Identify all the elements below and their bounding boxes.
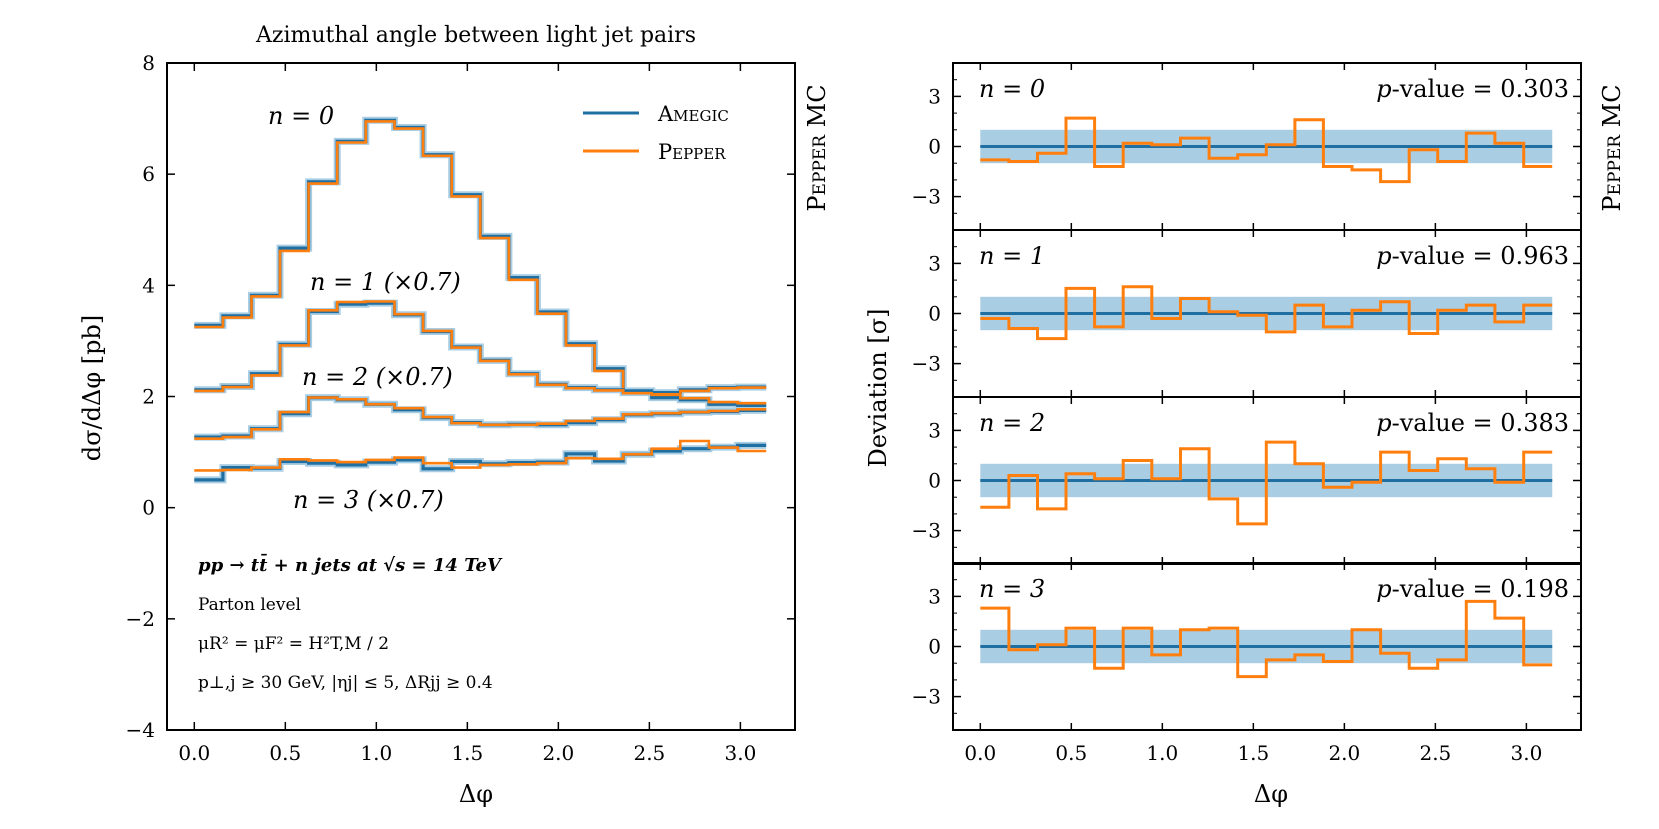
amegic-line-n-3-0-7- [194, 443, 767, 482]
main-axes-frame [166, 62, 796, 731]
deviation-x-axis-label: Δφ [1254, 780, 1288, 808]
pepper-line-n-3-0-7- [194, 439, 767, 472]
curve-label-n0: n = 0 [268, 102, 334, 130]
y-tick-label: 2 [142, 385, 155, 409]
y-tick-label: −2 [126, 607, 155, 631]
deviation-panel-2: −3 0 3 n = 2 p-value = 0.383 [912, 396, 1582, 565]
deviation-plot-area: −3 0 3 n = 0 p-value = 0.303 −3 0 3 n = 1 p-value… [912, 62, 1582, 765]
y-tick-label: 4 [142, 273, 155, 297]
pepper-mc-side-label-right: Pepper MC [1598, 84, 1626, 211]
dev-x-tick-label: 1.5 [1237, 741, 1269, 765]
dev-y-tick-label: 3 [928, 418, 941, 442]
dev-y-tick-label: 0 [928, 135, 941, 159]
legend-pepper-label: Pepper [658, 140, 726, 164]
dev-x-tick-label: 2.0 [1328, 741, 1360, 765]
deviation-y-axis-label: Deviation [σ] [864, 309, 892, 468]
dev-y-tick-label: −3 [912, 685, 941, 709]
p-value-label: p-value = 0.963 [1376, 242, 1569, 270]
level-annotation: Parton level [198, 595, 301, 615]
y-tick-label: 6 [142, 162, 155, 186]
pepper-line-n-2-0-7- [194, 396, 767, 440]
x-tick-label: 1.5 [451, 741, 483, 765]
panel-n-label: n = 3 [979, 575, 1045, 603]
dev-y-tick-label: −3 [912, 352, 941, 376]
x-tick-label: 2.0 [542, 741, 574, 765]
dev-x-tick-label: 1.0 [1146, 741, 1178, 765]
dev-y-tick-label: 3 [928, 584, 941, 608]
pepper-mc-side-label: Pepper MC [803, 84, 831, 211]
dev-y-tick-label: 3 [928, 84, 941, 108]
y-tick-label: 0 [142, 496, 155, 520]
legend: Amegic Pepper [583, 102, 729, 164]
deviation-line [980, 440, 1553, 526]
main-distribution-panel: Azimuthal angle between light jet pairs … [78, 23, 831, 808]
main-plot-area: 0.0 0.5 1.0 1.5 2.0 2.5 3.0 −4 −2 0 2 4 6 8 [126, 51, 796, 765]
dev-y-tick-label: 0 [928, 302, 941, 326]
pepper-line-n-1-0-7- [194, 300, 767, 405]
dev-y-tick-label: 0 [928, 469, 941, 493]
cuts-annotation: p⊥,j ≥ 30 GeV, |ηj| ≤ 5, ΔRjj ≥ 0.4 [198, 673, 493, 693]
scale-annotation: μR² = μF² = H²T,M / 2 [198, 634, 389, 654]
process-annotation: pp → tt̄ + n jets at √s = 14 TeV [198, 554, 503, 576]
y-tick-label: 8 [142, 51, 155, 75]
dev-x-tick-label: 0.0 [964, 741, 996, 765]
curve-label-n3: n = 3 (×0.7) [293, 486, 444, 514]
deviation-panel-1: −3 0 3 n = 1 p-value = 0.963 [912, 229, 1582, 398]
y-tick-label: −4 [126, 718, 155, 742]
x-tick-label: 0.0 [178, 741, 210, 765]
curve-label-n2: n = 2 (×0.7) [302, 363, 453, 391]
p-value-label: p-value = 0.198 [1376, 575, 1569, 603]
dev-x-tick-label: 2.5 [1419, 741, 1451, 765]
x-tick-label: 0.5 [269, 741, 301, 765]
panel-n-label: n = 2 [979, 409, 1045, 437]
dev-y-tick-label: 0 [928, 635, 941, 659]
dev-y-tick-label: −3 [912, 185, 941, 209]
y-axis-label: dσ/dΔφ [pb] [78, 315, 106, 461]
dev-x-tick-label: 3.0 [1510, 741, 1542, 765]
panel-n-label: n = 0 [979, 75, 1045, 103]
plot-title: Azimuthal angle between light jet pairs [255, 23, 696, 48]
panel-n-label: n = 1 [979, 242, 1045, 270]
legend-amegic-label: Amegic [657, 102, 729, 126]
p-value-label: p-value = 0.303 [1376, 75, 1569, 103]
dev-y-tick-label: −3 [912, 519, 941, 543]
x-tick-label: 2.5 [633, 741, 665, 765]
curve-label-n1: n = 1 (×0.7) [310, 268, 461, 296]
deviation-panels: −3 0 3 n = 0 p-value = 0.303 −3 0 3 n = 1 p-value… [864, 62, 1626, 808]
deviation-panel-0: −3 0 3 n = 0 p-value = 0.303 [912, 62, 1582, 231]
dev-y-tick-label: 3 [928, 251, 941, 275]
p-value-label: p-value = 0.383 [1376, 409, 1569, 437]
deviation-panel-3: −3 0 3 n = 3 p-value = 0.198 [912, 562, 1582, 731]
dev-x-tick-label: 0.5 [1055, 741, 1087, 765]
deviation-line [980, 116, 1553, 184]
x-tick-label: 3.0 [724, 741, 756, 765]
deviation-line [980, 599, 1553, 679]
deviation-axes-frame [952, 562, 1582, 731]
x-tick-label: 1.0 [360, 741, 392, 765]
x-axis-label: Δφ [459, 780, 493, 808]
deviation-line [980, 285, 1553, 341]
